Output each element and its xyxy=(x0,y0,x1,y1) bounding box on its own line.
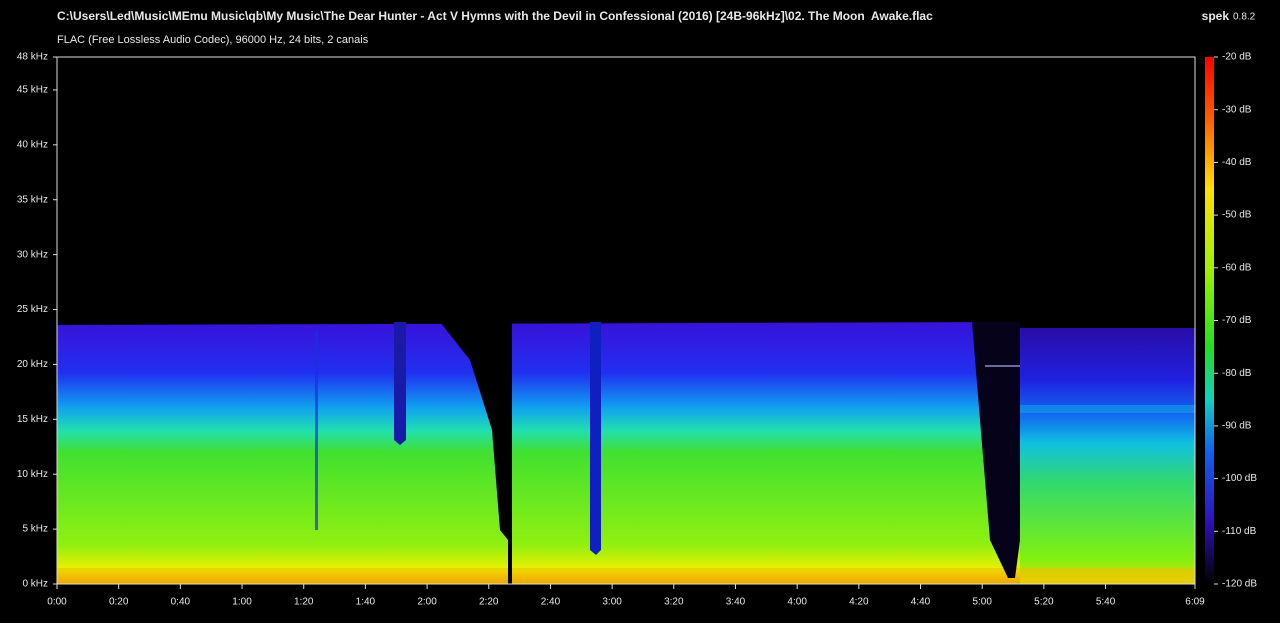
y-tick-label: 48 kHz xyxy=(17,52,48,63)
colorbar-tick-label: -30 dB xyxy=(1222,104,1252,115)
app-name: spek xyxy=(1202,9,1230,23)
x-tick-label: 0:20 xyxy=(109,597,129,608)
axes: 0 kHz 5 kHz 10 kHz 15 kHz 20 kHz 25 kHz 30 kHz… xyxy=(17,52,1257,608)
colorbar-tick-label: -80 dB xyxy=(1222,368,1252,379)
plot-frame xyxy=(56,56,1196,585)
y-tick-label: 30 kHz xyxy=(17,249,48,260)
transition xyxy=(315,330,318,530)
x-tick-label: 4:20 xyxy=(849,597,869,608)
x-tick-label: 0:40 xyxy=(171,597,191,608)
spectrogram xyxy=(57,57,1195,584)
y-tick-label: 5 kHz xyxy=(22,524,48,535)
x-tick-label: 3:00 xyxy=(602,597,622,608)
colorbar-tick-label: -60 dB xyxy=(1222,262,1252,273)
x-tick-label: 4:00 xyxy=(787,597,807,608)
y-tick-label: 20 kHz xyxy=(17,359,48,370)
codec-info: FLAC (Free Lossless Audio Codec), 96000 … xyxy=(57,34,369,46)
band-line xyxy=(1020,405,1195,413)
x-tick-label: 1:40 xyxy=(356,597,376,608)
y-tick-label: 15 kHz xyxy=(17,414,48,425)
quiet-gap xyxy=(972,322,1020,578)
x-tick-label: 2:00 xyxy=(417,597,437,608)
colorbar-tick-label: -120 dB xyxy=(1222,579,1257,590)
y-tick-label: 10 kHz xyxy=(17,469,48,480)
x-tick-label: 5:20 xyxy=(1034,597,1054,608)
x-tick-label: 2:20 xyxy=(479,597,499,608)
colorbar-tick-label: -40 dB xyxy=(1222,157,1252,168)
colorbar-tick-label: -110 dB xyxy=(1222,526,1257,537)
x-tick-label: 4:40 xyxy=(911,597,931,608)
colorbar-tick-label: -20 dB xyxy=(1222,52,1252,63)
app-version: 0.8.2 xyxy=(1233,12,1256,23)
y-tick-label: 25 kHz xyxy=(17,304,48,315)
x-tick-label: 5:40 xyxy=(1096,597,1116,608)
x-tick-label: 1:20 xyxy=(294,597,314,608)
quiet-gap xyxy=(440,322,512,584)
y-tick-label: 40 kHz xyxy=(17,139,48,150)
y-tick-label: 35 kHz xyxy=(17,194,48,205)
x-tick-label: 2:40 xyxy=(541,597,561,608)
quiet-gap xyxy=(590,322,601,555)
x-tick-label: 0:00 xyxy=(47,597,67,608)
colorbar xyxy=(1205,57,1214,584)
colorbar-tick-label: -70 dB xyxy=(1222,315,1252,326)
colorbar-tick-label: -50 dB xyxy=(1222,210,1252,221)
colorbar-tick-label: -100 dB xyxy=(1222,473,1257,484)
file-path: C:\Users\Led\Music\MEmu Music\qb\My Musi… xyxy=(57,9,933,23)
x-tick-label: 6:09 xyxy=(1185,597,1205,608)
spectrum-body xyxy=(57,322,1020,584)
low-band xyxy=(57,568,1195,584)
x-tick-label: 1:00 xyxy=(232,597,252,608)
quiet-gap xyxy=(394,322,406,445)
spectrum-tail xyxy=(1020,328,1195,584)
x-tick-label: 5:00 xyxy=(972,597,992,608)
x-tick-label: 3:20 xyxy=(664,597,684,608)
y-tick-label: 45 kHz xyxy=(17,85,48,96)
x-tick-label: 3:40 xyxy=(726,597,746,608)
y-tick-label: 0 kHz xyxy=(22,579,48,590)
colorbar-tick-label: -90 dB xyxy=(1222,421,1252,432)
